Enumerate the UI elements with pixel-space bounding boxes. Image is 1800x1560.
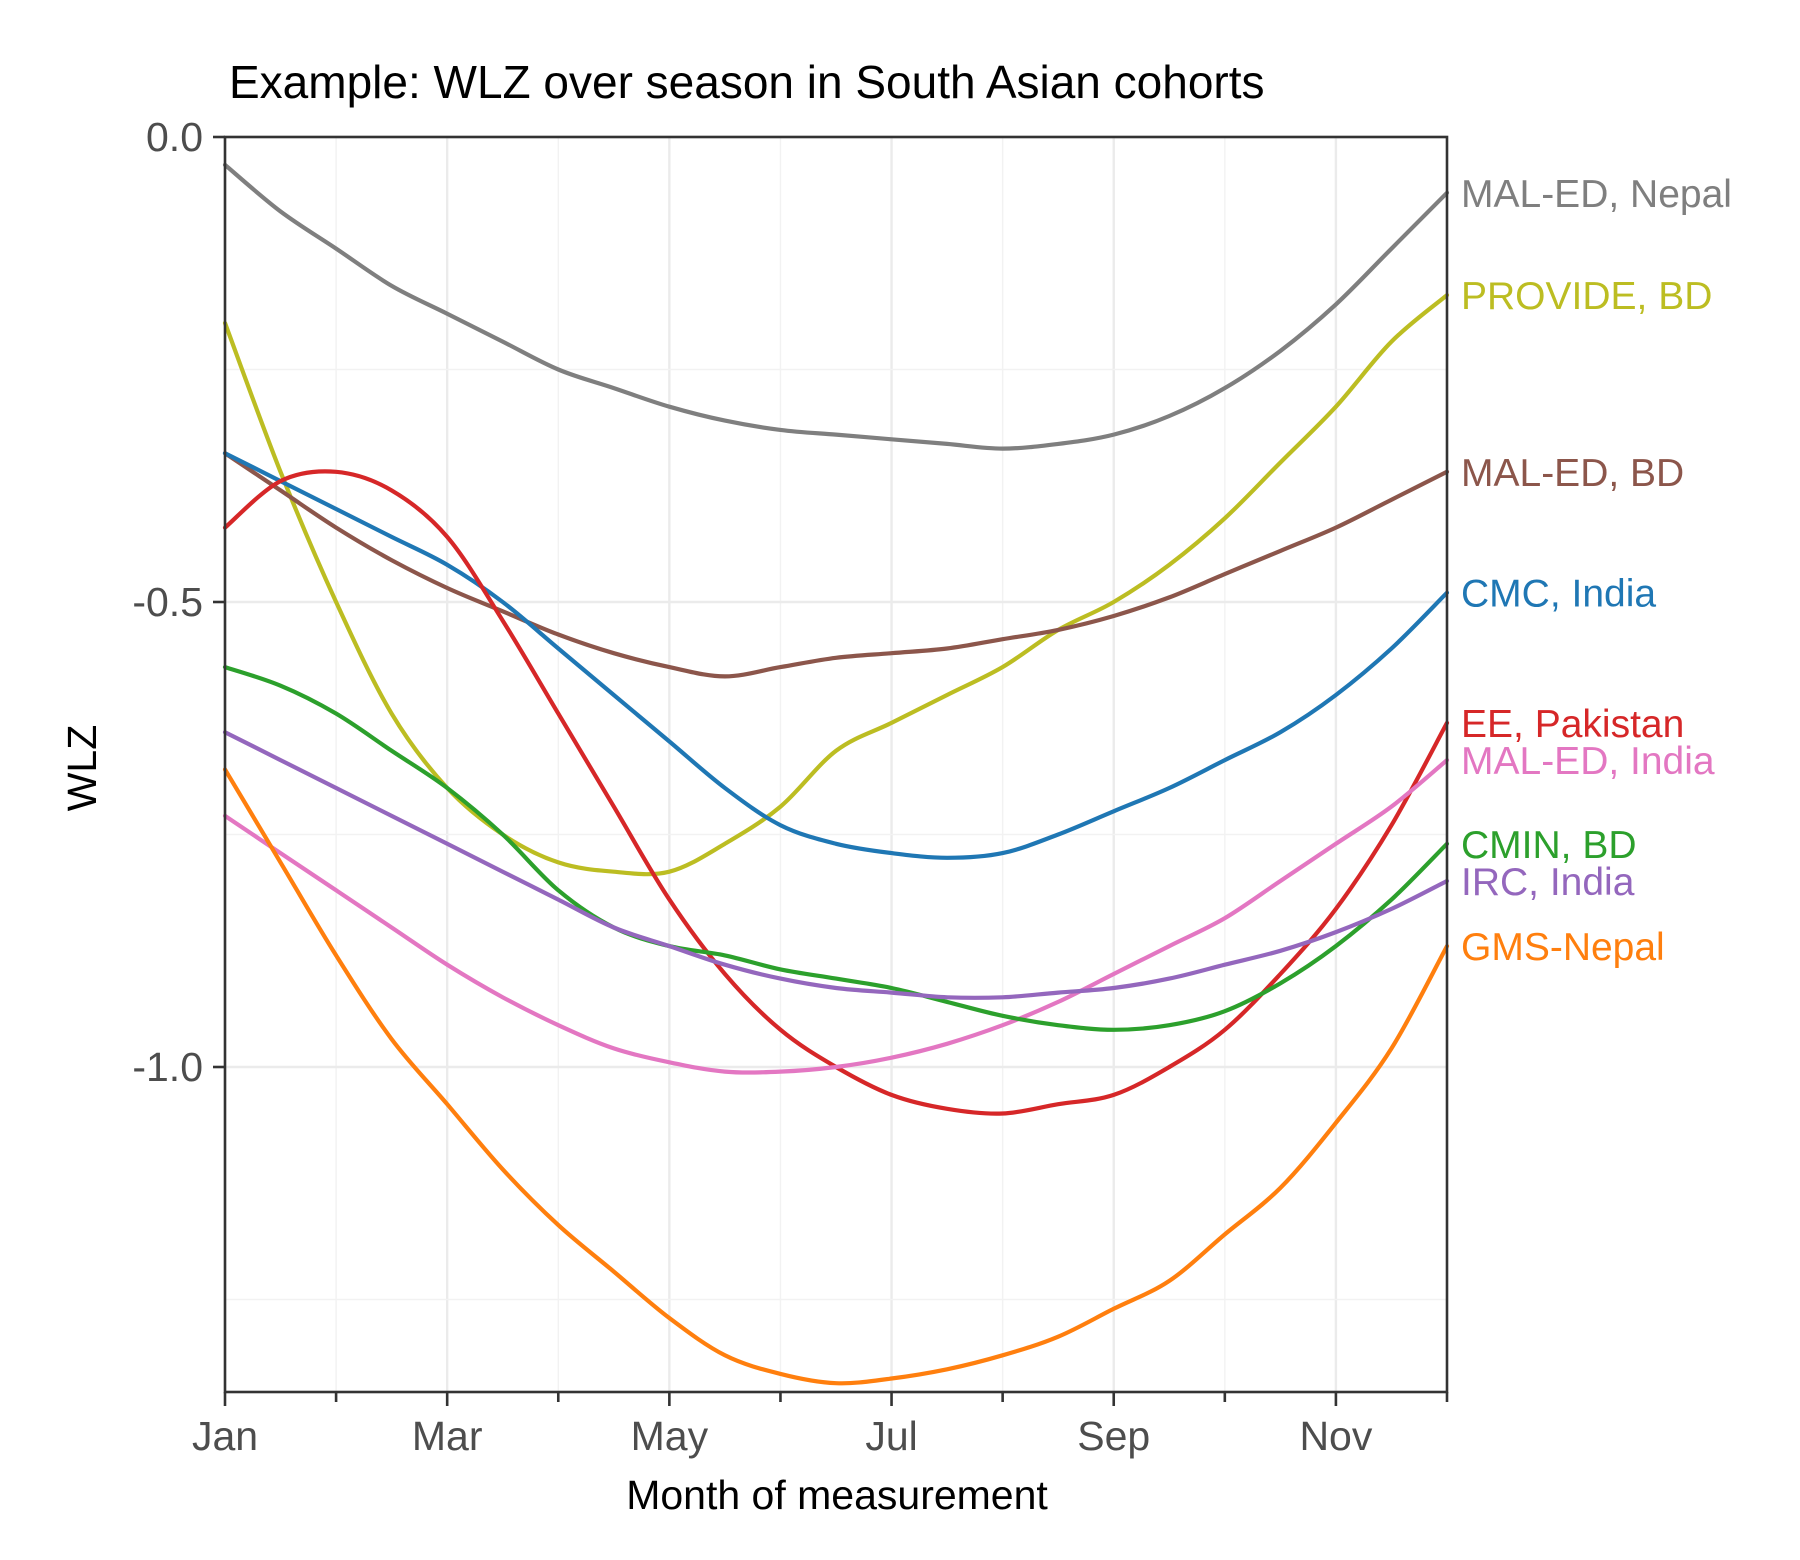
x-tick-label: Nov — [1299, 1413, 1372, 1459]
series-line-cmin-bd — [222, 665, 1450, 1032]
series-label: PROVIDE, BD — [1461, 275, 1712, 318]
series-labels: MAL-ED, Nepal PROVIDE, BD MAL-ED, BD CMC, I… — [1461, 173, 1732, 969]
x-tick-label: Jul — [865, 1413, 917, 1459]
series-label: MAL-ED, BD — [1461, 452, 1684, 495]
series-label: MAL-ED, India — [1461, 740, 1715, 783]
series-line-mal-ed-bd — [222, 451, 1450, 679]
x-tick-label: May — [631, 1413, 709, 1459]
y-tick-label: 0.0 — [146, 114, 203, 160]
series-line-irc-india — [222, 730, 1450, 1000]
series-label: GMS-Nepal — [1461, 926, 1665, 969]
x-tick-label: Sep — [1077, 1413, 1150, 1459]
series-line-mal-ed-nepal — [222, 162, 1450, 451]
x-tick-label: Jan — [192, 1413, 258, 1459]
series-label: EE, Pakistan — [1461, 703, 1684, 746]
series-line-cmc-india — [222, 451, 1450, 860]
series-label: IRC, India — [1461, 861, 1635, 904]
series-lines — [222, 162, 1450, 1386]
x-tick-label: Mar — [412, 1413, 483, 1459]
series-label: CMC, India — [1461, 573, 1656, 616]
series-line-mal-ed-india — [222, 758, 1450, 1075]
plot-panel-border — [223, 135, 1449, 1394]
series-line-provide-bd — [222, 293, 1450, 877]
series-line-gms-nepal — [222, 767, 1450, 1386]
y-tick-label: -1.0 — [132, 1044, 203, 1090]
series-label: CMIN, BD — [1461, 824, 1637, 867]
chart-title: Example: WLZ over season in South Asian … — [229, 56, 1265, 108]
series-label: MAL-ED, Nepal — [1461, 173, 1732, 216]
axis-ticks: Jan Mar May Jul Sep Nov 0.0 -0.5 -1.0 — [132, 114, 1449, 1459]
y-tick-label: -0.5 — [132, 579, 203, 625]
y-axis-title: WLZ — [59, 725, 105, 812]
x-axis-title: Month of measurement — [626, 1472, 1048, 1518]
